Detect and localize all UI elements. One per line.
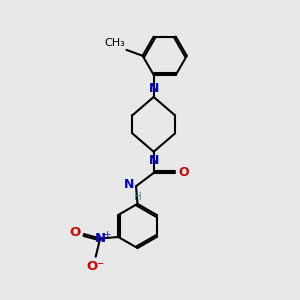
Text: O: O bbox=[178, 167, 189, 179]
Text: CH₃: CH₃ bbox=[104, 38, 125, 47]
Text: H: H bbox=[134, 191, 142, 202]
Text: N: N bbox=[148, 82, 159, 95]
Text: N: N bbox=[94, 232, 106, 245]
Text: N: N bbox=[148, 154, 159, 167]
Text: O⁻: O⁻ bbox=[87, 260, 105, 273]
Text: O: O bbox=[70, 226, 81, 239]
Text: N: N bbox=[124, 178, 134, 191]
Text: +: + bbox=[103, 230, 110, 238]
